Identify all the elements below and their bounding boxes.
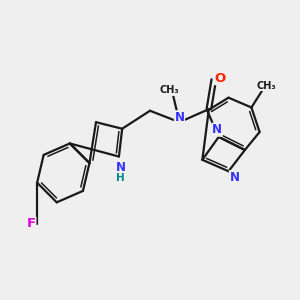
Text: CH₃: CH₃ bbox=[159, 85, 179, 95]
Text: N: N bbox=[116, 160, 126, 173]
Text: O: O bbox=[214, 71, 225, 85]
Text: N: N bbox=[174, 111, 184, 124]
Text: N: N bbox=[230, 171, 239, 184]
Text: F: F bbox=[27, 217, 36, 230]
Text: H: H bbox=[116, 173, 125, 183]
Text: CH₃: CH₃ bbox=[257, 80, 277, 91]
Text: N: N bbox=[212, 123, 222, 136]
